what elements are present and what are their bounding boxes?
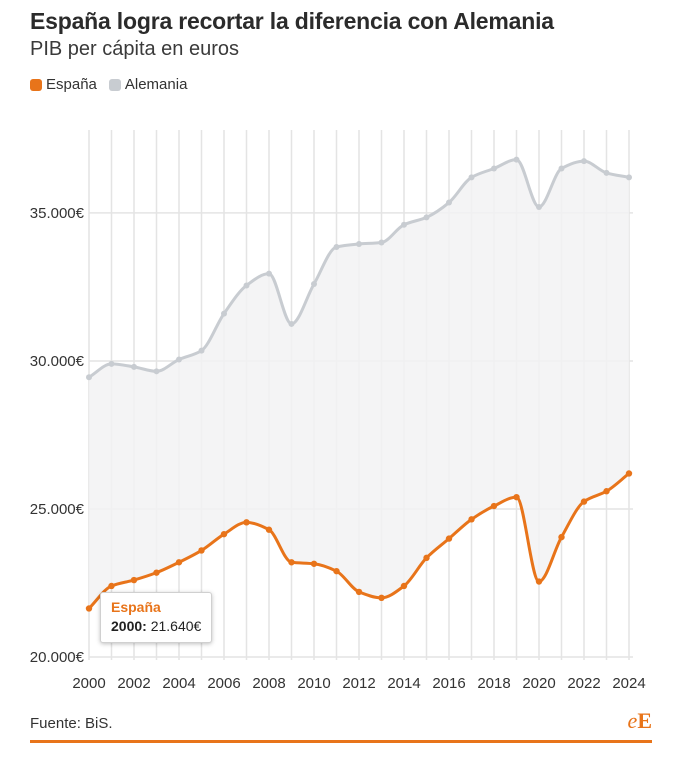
point-alemania-2022 xyxy=(581,158,587,165)
y-tick-label: 35.000€ xyxy=(30,205,85,222)
point-espana-2017 xyxy=(468,516,475,523)
legend-label-alemania: Alemania xyxy=(124,76,188,93)
point-alemania-2017 xyxy=(468,174,475,181)
point-alemania-2006 xyxy=(221,310,227,317)
x-tick-label: 2024 xyxy=(612,675,645,692)
point-alemania-2024 xyxy=(626,174,632,181)
point-alemania-2007 xyxy=(243,282,250,289)
point-espana-2014 xyxy=(400,582,408,590)
point-espana-2019 xyxy=(513,493,520,501)
x-tick-label: 2020 xyxy=(522,675,555,692)
tooltip-year: 2000: xyxy=(111,618,147,634)
point-alemania-2005 xyxy=(198,347,205,354)
point-alemania-2009 xyxy=(288,320,295,327)
point-espana-2004 xyxy=(175,559,183,566)
point-layer xyxy=(85,156,633,612)
point-espana-2021 xyxy=(558,533,565,541)
point-espana-2000 xyxy=(85,605,93,612)
point-alemania-2000 xyxy=(86,374,92,381)
logo-letter-e: e xyxy=(627,708,638,733)
point-alemania-2014 xyxy=(401,221,407,228)
footer-rule xyxy=(30,740,652,743)
x-tick-label: 2012 xyxy=(342,675,375,692)
source-note: Fuente: BiS. xyxy=(30,715,113,732)
point-alemania-2003 xyxy=(153,368,160,375)
point-alemania-2020 xyxy=(536,203,542,210)
point-espana-2015 xyxy=(423,554,430,562)
tooltip-value-row: 2000: 21.640€ xyxy=(111,617,201,636)
point-espana-2011 xyxy=(333,567,340,575)
line-chart: 20.000€25.000€30.000€35.000€ 2000 2002 200… xyxy=(30,130,646,692)
point-espana-2024 xyxy=(625,470,633,477)
x-tick-label: 2016 xyxy=(432,675,465,692)
y-tick-label: 20.000€ xyxy=(30,649,85,666)
point-alemania-2018 xyxy=(491,165,497,172)
point-espana-2016 xyxy=(445,535,453,542)
point-espana-2002 xyxy=(130,576,138,584)
chart-subtitle: PIB per cápita en euros xyxy=(30,38,240,60)
legend-swatch-espana xyxy=(30,78,42,91)
point-espana-2013 xyxy=(378,594,385,602)
point-espana-2005 xyxy=(198,547,205,554)
gap-fill-area xyxy=(89,159,629,609)
point-alemania-2010 xyxy=(311,280,317,287)
x-tick-label: 2006 xyxy=(207,675,240,692)
chart-title: España logra recortar la diferencia con … xyxy=(30,8,554,34)
tooltip-value: 21.640€ xyxy=(150,618,202,634)
point-alemania-2011 xyxy=(333,243,340,250)
point-alemania-2001 xyxy=(108,360,115,367)
point-espana-2007 xyxy=(243,519,250,526)
x-tick-label: 2002 xyxy=(117,675,150,692)
point-espana-2010 xyxy=(310,560,318,567)
point-espana-2022 xyxy=(580,498,588,505)
point-alemania-2004 xyxy=(176,356,182,363)
point-espana-2001 xyxy=(108,582,115,590)
point-alemania-2012 xyxy=(356,240,362,247)
legend-item-alemania[interactable]: Alemania xyxy=(108,76,188,93)
point-espana-2003 xyxy=(153,569,160,576)
point-espana-2020 xyxy=(535,578,543,585)
tooltip: España 2000: 21.640€ xyxy=(100,592,213,643)
x-axis-labels: 2000 2002 2004 2006 2008 2010 2012 2014 2016 2018… xyxy=(72,675,645,692)
point-alemania-2008 xyxy=(266,270,272,277)
point-alemania-2013 xyxy=(378,239,385,246)
point-espana-2008 xyxy=(265,526,273,533)
point-espana-2012 xyxy=(355,588,363,596)
point-espana-2018 xyxy=(490,502,498,510)
point-alemania-2015 xyxy=(423,214,430,221)
point-alemania-2023 xyxy=(603,169,610,176)
x-tick-label: 2022 xyxy=(567,675,600,692)
tooltip-series: España xyxy=(111,599,161,615)
point-alemania-2019 xyxy=(513,156,520,163)
fill-layer xyxy=(89,159,629,609)
x-tick-label: 2014 xyxy=(387,675,420,692)
point-espana-2023 xyxy=(603,488,610,495)
x-tick-label: 2004 xyxy=(162,675,195,692)
x-tick-label: 2018 xyxy=(477,675,510,692)
y-axis-labels: 20.000€ 25.000€ 30.000€ 35.000€ xyxy=(30,205,85,666)
x-tick-label: 2000 xyxy=(72,675,105,692)
legend: España Alemania xyxy=(30,76,191,93)
y-tick-label: 25.000€ xyxy=(30,501,85,518)
legend-item-espana[interactable]: España xyxy=(30,76,97,93)
logo-letter-E: E xyxy=(637,708,652,733)
x-tick-label: 2008 xyxy=(252,675,285,692)
legend-label-espana: España xyxy=(46,76,97,93)
point-alemania-2002 xyxy=(131,363,137,370)
point-alemania-2016 xyxy=(446,199,452,206)
point-espana-2006 xyxy=(220,530,228,538)
legend-swatch-alemania xyxy=(108,78,121,91)
x-tick-label: 2010 xyxy=(297,675,330,692)
point-alemania-2021 xyxy=(558,165,565,172)
y-tick-label: 30.000€ xyxy=(30,353,85,370)
point-espana-2009 xyxy=(288,559,295,566)
publisher-logo[interactable]: eE xyxy=(628,708,652,734)
